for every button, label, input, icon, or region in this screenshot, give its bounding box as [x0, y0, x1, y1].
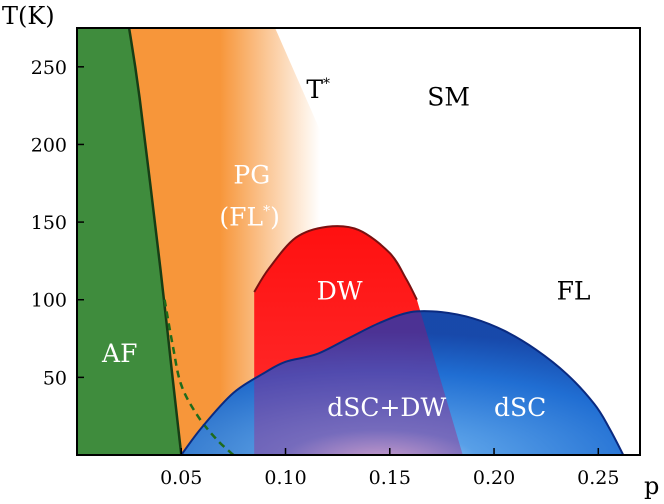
y-tick-label: 200 — [31, 134, 67, 156]
region-label-pg: PG — [233, 160, 270, 189]
x-tick-label: 0.15 — [369, 467, 411, 489]
af-region — [77, 28, 182, 455]
plot-frame — [76, 27, 641, 456]
region-label-af: AF — [101, 339, 137, 368]
af-boundary-line — [127, 28, 183, 455]
y-tick-label: 50 — [43, 367, 67, 389]
dsc-dw-overlap — [254, 311, 463, 455]
y-tick-label: 150 — [31, 212, 67, 234]
region-labels: AF PG (FL*) DW dSC+DW dSC SM FL T* — [101, 75, 591, 422]
region-label-sm: SM — [427, 83, 470, 112]
dsc-dome-line — [180, 310, 625, 455]
region-label-dscdw: dSC+DW — [327, 393, 446, 422]
region-label-pg-sub: (FL*) — [219, 202, 279, 231]
y-axis-label: T(K) — [2, 2, 55, 30]
x-tick-label: 0.05 — [160, 467, 202, 489]
region-label-dsc: dSC — [494, 393, 546, 422]
x-axis-label: p — [644, 472, 659, 500]
tstar-label: T* — [306, 75, 330, 104]
y-tick-label: 250 — [31, 57, 67, 79]
dsc-region — [181, 311, 624, 455]
axis-ticks: 0.05 0.10 0.15 0.20 0.25 50 100 150 200 250 — [31, 57, 620, 489]
x-tick-label: 0.10 — [264, 467, 306, 489]
region-label-fl: FL — [557, 277, 591, 306]
y-tick-label: 100 — [31, 290, 67, 312]
x-tick-label: 0.20 — [473, 467, 515, 489]
x-tick-label: 0.25 — [577, 467, 619, 489]
dw-dome-line — [253, 225, 418, 301]
region-label-dw: DW — [317, 277, 363, 306]
